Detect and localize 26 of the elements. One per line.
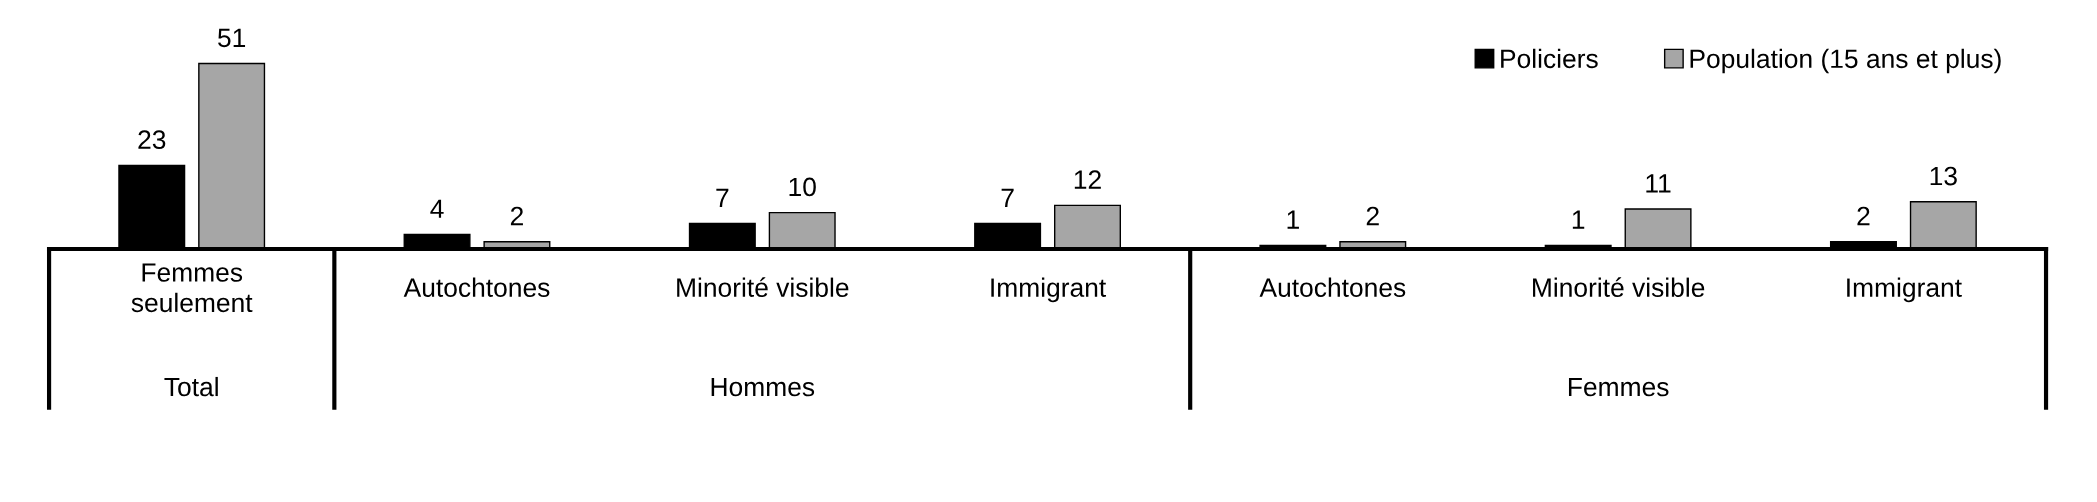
x-tick-label: Autochtones — [403, 277, 550, 297]
data-label: 4 — [430, 199, 444, 218]
x-tick-label: Minorité visible — [1533, 277, 1705, 297]
data-label: 1 — [1287, 210, 1299, 229]
data-label: 11 — [1646, 174, 1671, 193]
data-label: 23 — [138, 130, 166, 150]
legend-label: Population (15 ans et plus) — [1690, 48, 2001, 74]
data-label: 10 — [789, 177, 816, 197]
text: Hommes — [711, 377, 815, 397]
data-label: 12 — [1074, 170, 1101, 189]
data-label: 2 — [1366, 206, 1379, 226]
data-label: 13 — [1930, 166, 1957, 186]
data-label: 2 — [1857, 206, 1870, 226]
data-label: 2 — [510, 206, 523, 226]
x-tick-label: Minorité visible — [677, 277, 849, 297]
data-label: 1 — [1572, 210, 1585, 229]
x-tick-label: Immigrant — [991, 277, 1107, 303]
text: Femmes — [1568, 377, 1669, 397]
data-label: 51 — [218, 28, 246, 48]
text: Total — [164, 376, 218, 397]
x-tick-label: Femmes seulement — [131, 263, 253, 313]
legend-label: Policiers — [1501, 48, 1598, 69]
x-tick-label: Autochtones — [1259, 277, 1406, 297]
data-label: 7 — [716, 188, 729, 207]
data-label: 7 — [1001, 188, 1014, 207]
x-tick-label: Immigrant — [1847, 277, 1962, 303]
